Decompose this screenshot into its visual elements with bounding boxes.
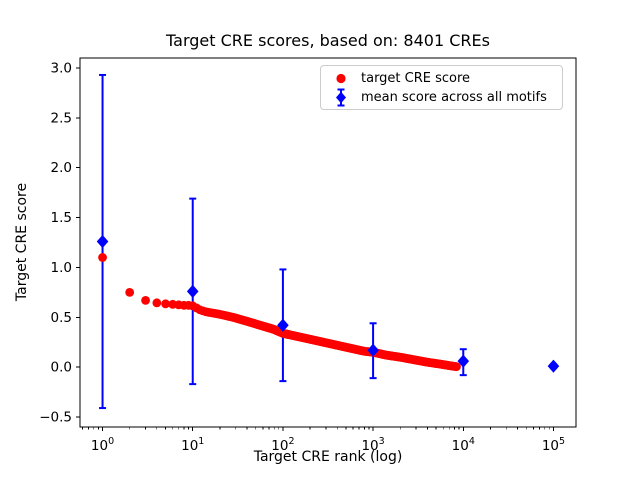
legend-row-target-score: target CRE score: [321, 69, 562, 88]
error-bars: [99, 73, 557, 410]
red-point: [141, 295, 150, 305]
x-tick-label: 104: [452, 436, 475, 454]
y-tick-label: 1.5: [51, 210, 72, 226]
y-tick-label: 2.0: [51, 160, 72, 176]
y-tick-label: 1.0: [51, 260, 72, 276]
x-axis-label: Target CRE rank (log): [253, 449, 403, 465]
chart-title: Target CRE scores, based on: 8401 CREs: [166, 31, 490, 50]
mean-score-diamonds: [96, 234, 560, 373]
y-tick-label: 2.5: [51, 110, 72, 126]
y-tick-label: 0.0: [51, 360, 72, 376]
legend-row-mean-score: mean score across all motifs: [321, 88, 562, 107]
x-tick-label: 100: [91, 436, 114, 454]
red-point: [125, 287, 135, 297]
red-point: [161, 299, 170, 309]
plot-border: [79, 57, 577, 428]
y-tick-label: 3.0: [51, 60, 72, 76]
mean-diamond: [367, 343, 379, 357]
x-tick-label: 101: [181, 436, 204, 454]
red-point: [152, 298, 162, 308]
legend: target CRE score mean score across all m…: [320, 65, 563, 110]
y-tick-label: 0.5: [51, 310, 72, 326]
legend-label: mean score across all motifs: [361, 90, 547, 105]
x-tick-label: 103: [361, 436, 384, 454]
red-circle-marker-icon: [321, 69, 361, 88]
x-tick-label: 105: [542, 436, 565, 454]
x-tick-label: 102: [271, 436, 294, 454]
blue-diamond-errorbar-marker-icon: [321, 88, 361, 107]
mean-diamond: [186, 284, 199, 298]
target-score-points: [98, 253, 461, 372]
mean-diamond: [457, 354, 470, 368]
mean-diamond: [96, 234, 109, 249]
red-point: [452, 362, 461, 372]
y-tick-label: −0.5: [39, 410, 72, 426]
red-point: [98, 253, 107, 262]
y-axis-label: Target CRE score: [14, 182, 30, 302]
legend-label: target CRE score: [361, 71, 471, 86]
mean-diamond: [547, 359, 560, 373]
mean-diamond: [277, 318, 289, 332]
